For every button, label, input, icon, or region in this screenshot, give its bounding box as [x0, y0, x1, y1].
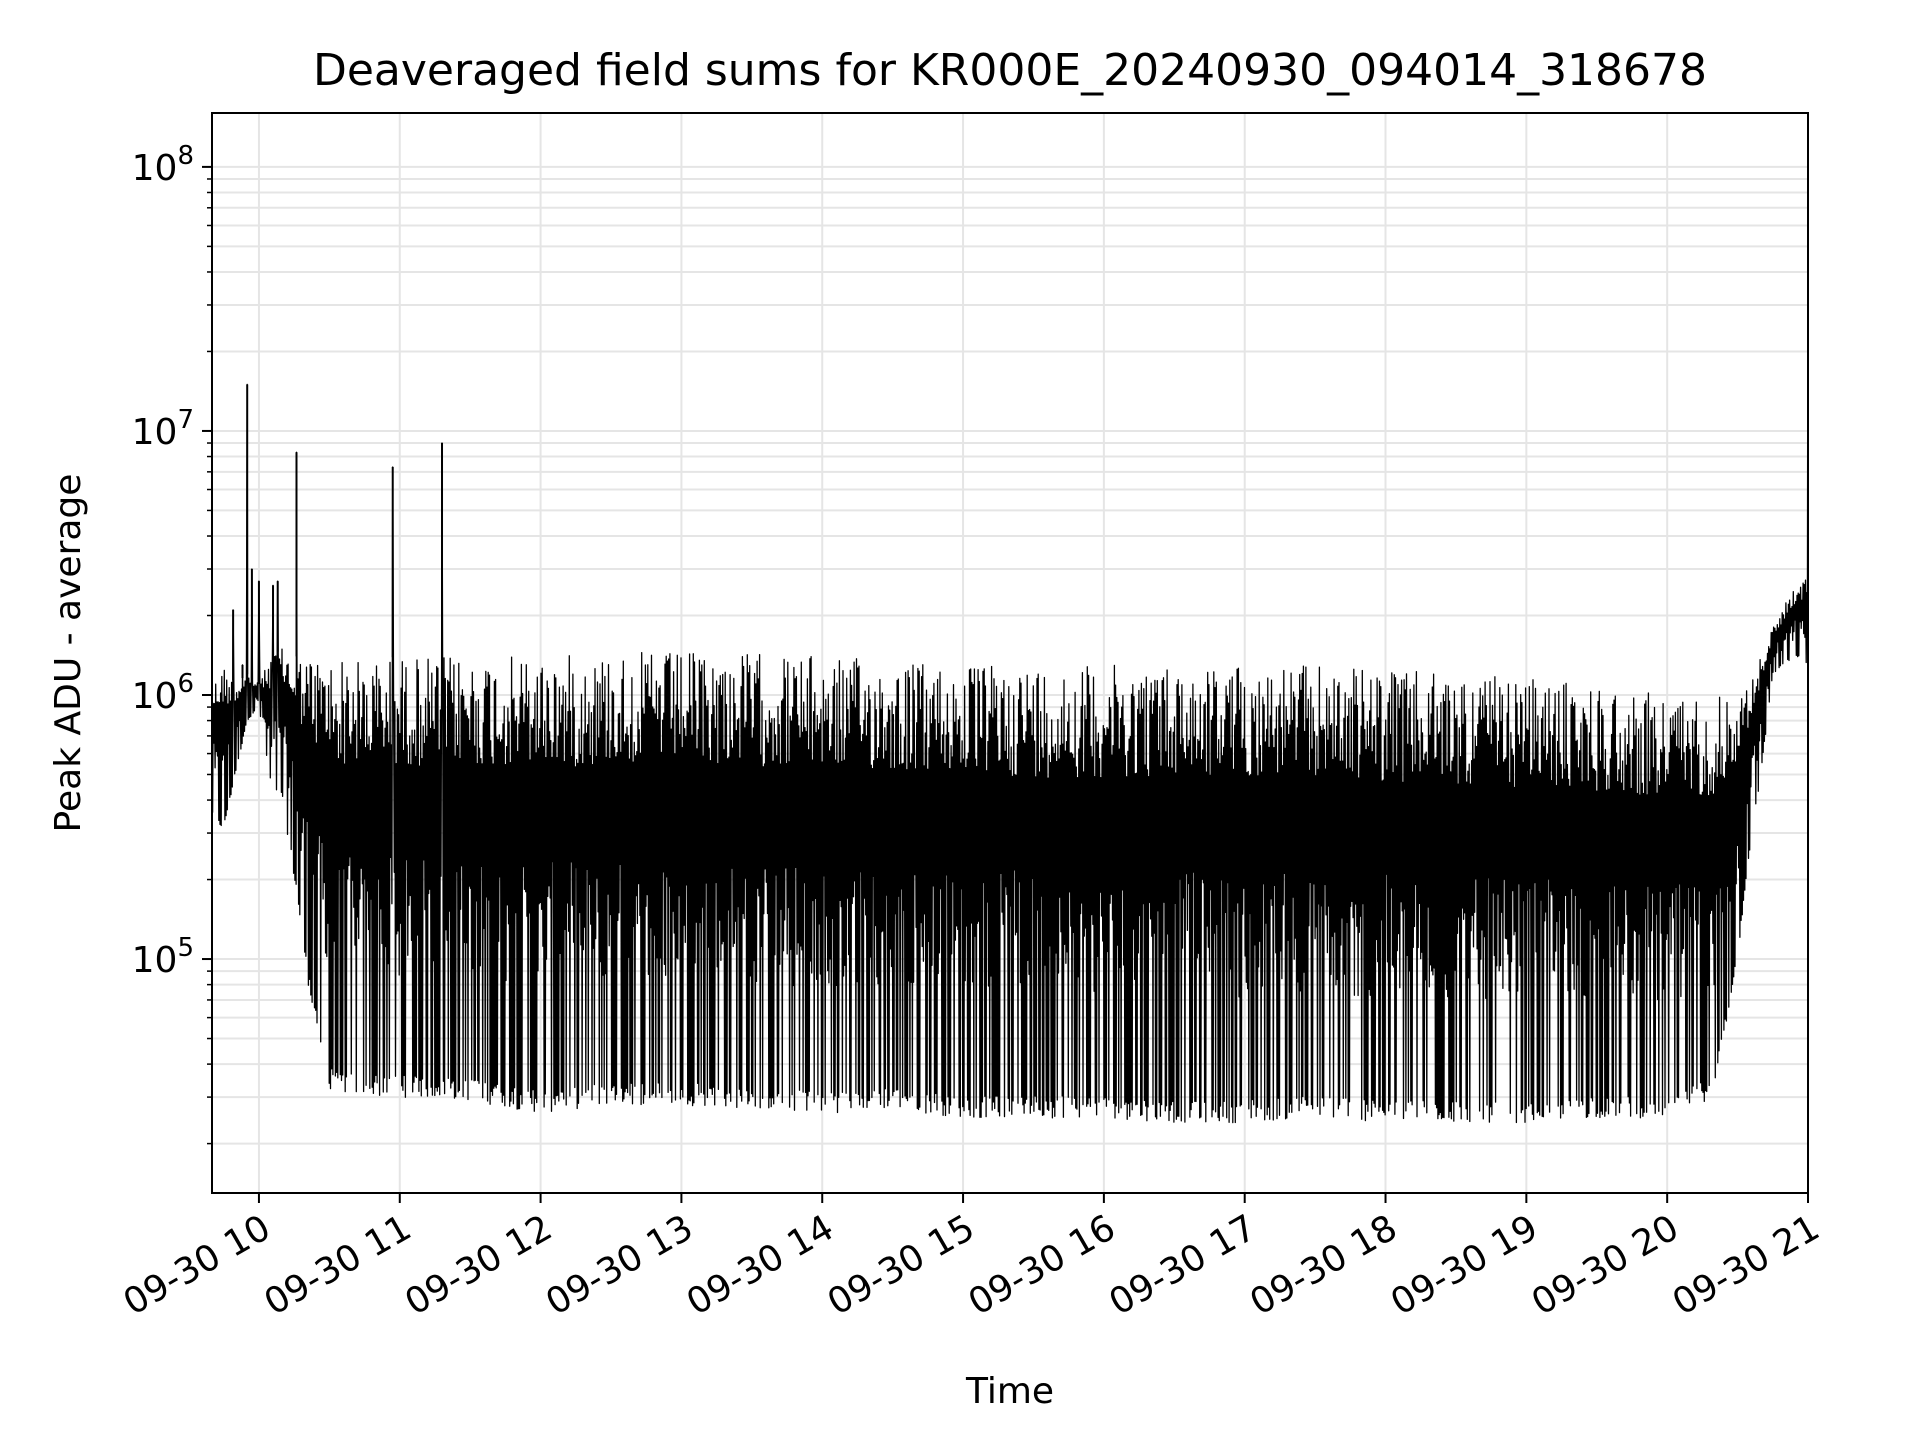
x-tick-label: 09-30 17	[1103, 1207, 1264, 1323]
data-series	[211, 166, 1809, 1124]
x-tick-label: 09-30 11	[258, 1207, 419, 1323]
x-tick-label: 09-30 12	[398, 1207, 559, 1323]
y-tick-label: 106	[132, 669, 194, 717]
y-tick-label: 108	[132, 141, 194, 189]
x-tick-label: 09-30 14	[680, 1207, 841, 1323]
y-axis-ticks: 105 106 107 108	[132, 141, 212, 1145]
x-tick-label: 09-30 19	[1384, 1207, 1545, 1323]
x-tick-label: 09-30 10	[117, 1207, 278, 1323]
x-tick-label: 09-30 18	[1243, 1207, 1404, 1323]
plot-frame	[211, 112, 1809, 1194]
x-tick-label: 09-30 16	[962, 1207, 1123, 1323]
x-tick-label: 09-30 15	[821, 1207, 982, 1323]
x-tick-label: 09-30 21	[1666, 1207, 1827, 1323]
y-tick-label: 105	[132, 933, 194, 981]
x-tick-label: 09-30 20	[1525, 1207, 1686, 1323]
x-axis-label: Time	[965, 1371, 1054, 1412]
y-tick-label: 107	[132, 405, 194, 453]
series-line	[211, 166, 1809, 1124]
chart-title: Deaveraged field sums for KR000E_2024093…	[313, 45, 1707, 96]
y-axis-label: Peak ADU - average	[48, 474, 89, 833]
x-tick-label: 09-30 13	[539, 1207, 700, 1323]
